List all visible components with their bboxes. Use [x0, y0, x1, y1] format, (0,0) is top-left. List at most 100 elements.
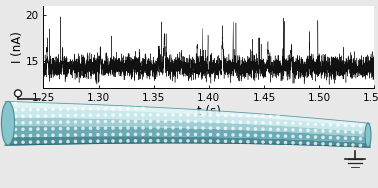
- Circle shape: [6, 115, 10, 118]
- Circle shape: [351, 137, 355, 140]
- Circle shape: [66, 133, 70, 137]
- Circle shape: [284, 121, 287, 125]
- Circle shape: [299, 122, 302, 125]
- Circle shape: [104, 120, 107, 123]
- Circle shape: [126, 139, 130, 143]
- Circle shape: [119, 107, 122, 110]
- Circle shape: [224, 127, 227, 130]
- Circle shape: [344, 136, 347, 140]
- X-axis label: t (s): t (s): [197, 105, 221, 118]
- Circle shape: [246, 127, 250, 130]
- Circle shape: [59, 140, 62, 143]
- Circle shape: [44, 140, 47, 144]
- Circle shape: [179, 133, 182, 136]
- Circle shape: [14, 141, 17, 144]
- Circle shape: [246, 121, 250, 124]
- Circle shape: [21, 134, 25, 138]
- Circle shape: [74, 127, 77, 130]
- Circle shape: [96, 133, 100, 136]
- Circle shape: [126, 120, 130, 123]
- Circle shape: [284, 141, 287, 144]
- Circle shape: [291, 128, 295, 132]
- Circle shape: [104, 126, 107, 130]
- Circle shape: [321, 123, 325, 126]
- Circle shape: [239, 120, 242, 124]
- Circle shape: [314, 135, 317, 139]
- Circle shape: [156, 120, 160, 123]
- Circle shape: [359, 131, 362, 134]
- Circle shape: [111, 107, 115, 110]
- Circle shape: [149, 133, 152, 136]
- Circle shape: [216, 139, 220, 143]
- Circle shape: [59, 133, 62, 137]
- Circle shape: [51, 114, 55, 118]
- Circle shape: [149, 126, 152, 130]
- Circle shape: [44, 108, 47, 111]
- Circle shape: [126, 113, 130, 117]
- Y-axis label: I (nA): I (nA): [11, 31, 24, 63]
- Circle shape: [201, 120, 205, 123]
- Circle shape: [284, 134, 287, 138]
- Circle shape: [179, 139, 182, 143]
- Circle shape: [276, 134, 280, 138]
- Circle shape: [111, 133, 115, 136]
- Circle shape: [194, 113, 197, 117]
- Circle shape: [209, 126, 212, 130]
- Circle shape: [14, 108, 17, 112]
- Circle shape: [89, 139, 92, 143]
- Circle shape: [96, 107, 100, 111]
- Circle shape: [164, 133, 167, 136]
- Circle shape: [6, 121, 10, 125]
- Circle shape: [44, 121, 47, 124]
- Circle shape: [21, 108, 25, 112]
- Ellipse shape: [2, 101, 15, 145]
- Circle shape: [306, 135, 310, 139]
- Circle shape: [336, 123, 340, 127]
- Circle shape: [171, 139, 175, 143]
- Circle shape: [299, 141, 302, 145]
- Circle shape: [171, 133, 175, 136]
- Circle shape: [141, 126, 145, 130]
- Circle shape: [111, 113, 115, 117]
- Circle shape: [329, 142, 332, 146]
- Circle shape: [156, 113, 160, 117]
- Circle shape: [59, 114, 62, 118]
- Circle shape: [74, 140, 77, 143]
- Circle shape: [21, 140, 25, 144]
- Circle shape: [291, 122, 295, 125]
- Circle shape: [119, 133, 122, 136]
- Circle shape: [14, 128, 17, 131]
- Circle shape: [314, 129, 317, 132]
- Circle shape: [224, 133, 227, 137]
- Circle shape: [314, 122, 317, 126]
- Circle shape: [89, 114, 92, 117]
- Circle shape: [141, 139, 145, 143]
- Circle shape: [66, 120, 70, 124]
- Circle shape: [134, 133, 137, 136]
- Circle shape: [74, 107, 77, 111]
- Circle shape: [96, 120, 100, 124]
- Circle shape: [224, 139, 227, 143]
- Circle shape: [194, 139, 197, 143]
- Circle shape: [96, 139, 100, 143]
- Circle shape: [156, 133, 160, 136]
- Circle shape: [126, 133, 130, 136]
- Circle shape: [351, 124, 355, 127]
- Circle shape: [186, 120, 190, 123]
- Circle shape: [6, 134, 10, 138]
- Circle shape: [231, 133, 235, 137]
- Circle shape: [209, 113, 212, 117]
- Circle shape: [14, 121, 17, 125]
- Circle shape: [81, 139, 85, 143]
- Circle shape: [291, 135, 295, 138]
- Circle shape: [134, 126, 137, 130]
- Circle shape: [111, 139, 115, 143]
- Circle shape: [231, 127, 235, 130]
- Circle shape: [126, 126, 130, 130]
- Circle shape: [119, 113, 122, 117]
- Circle shape: [186, 113, 190, 117]
- Circle shape: [134, 120, 137, 123]
- Circle shape: [21, 121, 25, 125]
- Circle shape: [6, 108, 10, 112]
- Circle shape: [239, 127, 242, 130]
